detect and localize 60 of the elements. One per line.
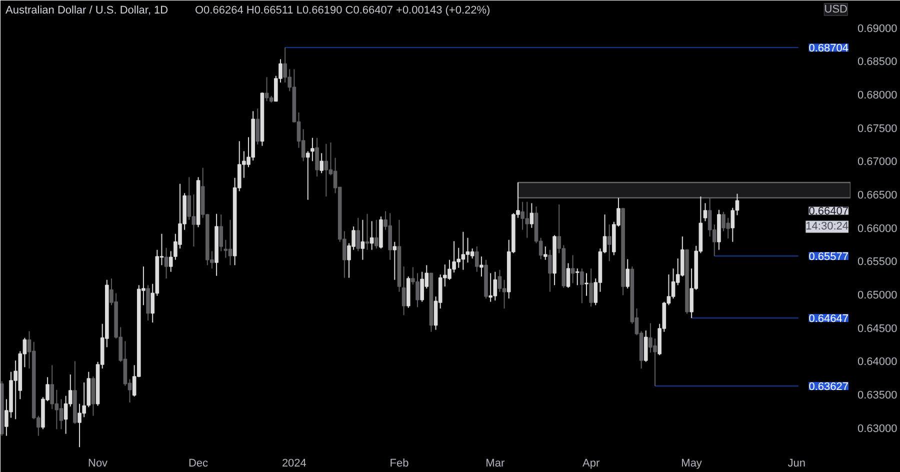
x-tick-label: May [681, 458, 702, 470]
candlestick [626, 258, 630, 289]
x-tick-label: Jun [788, 458, 806, 470]
candlestick [370, 220, 374, 250]
y-tick-label: 0.68500 [858, 56, 898, 68]
x-tick-label: Feb [390, 458, 409, 470]
candlestick [466, 237, 470, 263]
candlestick [607, 224, 612, 262]
candlestick [530, 202, 534, 228]
candlestick [59, 398, 64, 430]
candlestick [168, 250, 173, 272]
annotation: 14:30:24 [806, 220, 849, 233]
candlestick [575, 268, 580, 286]
y-tick-label: 0.66000 [858, 222, 898, 235]
candlestick [566, 262, 570, 288]
y-tick-label: 0.65500 [858, 256, 898, 268]
x-tick-label: 2024 [282, 458, 306, 470]
y-tick-label: 0.68000 [858, 90, 898, 102]
candlestick [50, 364, 54, 410]
candlestick [570, 254, 575, 284]
x-tick-label: Apr [582, 458, 600, 470]
candlestick [498, 269, 502, 292]
y-tick-label: 0.63500 [858, 390, 898, 402]
candlestick [374, 219, 378, 249]
candlestick [580, 268, 584, 304]
candlestick [703, 202, 708, 222]
x-tick-label: Mar [486, 458, 505, 470]
candlestick [219, 214, 224, 252]
chart-subtitle: O0.66264 H0.66511 L0.66190 C0.66407 +0.00143 (+0.22%) [195, 4, 490, 16]
candlestick [474, 246, 479, 272]
y-tick-label: 0.66500 [858, 190, 898, 202]
y-tick-label: 0.67000 [858, 156, 898, 168]
candlestick [356, 217, 360, 252]
candlestick [589, 268, 593, 307]
candlestick [164, 247, 168, 279]
candlestick [256, 108, 260, 145]
candlestick [310, 137, 314, 162]
candlestick [392, 241, 397, 280]
chart-title: Australian Dollar / U.S. Dollar, 1D [6, 4, 168, 16]
candlestick [306, 150, 310, 200]
candlestick [502, 279, 506, 309]
y-tick-label: 0.63000 [858, 422, 898, 435]
y-tick-label: 0.64000 [858, 356, 898, 368]
candlestick [548, 249, 552, 292]
candlestick [360, 219, 365, 260]
y-tick-label: 0.64500 [858, 322, 898, 335]
x-tick-label: Dec [188, 458, 209, 470]
candlestick [543, 246, 548, 260]
candlestick [480, 256, 484, 277]
candlestick [402, 266, 406, 316]
x-tick-label: Nov [88, 458, 108, 470]
candlestick [644, 330, 648, 362]
candlestick [224, 239, 228, 258]
y-axis-title: USD [824, 4, 848, 16]
y-tick-label: 0.65000 [858, 290, 898, 302]
y-tick-label: 0.69000 [858, 22, 898, 35]
y-tick-label: 0.67500 [858, 122, 898, 135]
candlestick [315, 137, 319, 177]
candlestick [320, 152, 324, 174]
candlestick [365, 213, 370, 250]
